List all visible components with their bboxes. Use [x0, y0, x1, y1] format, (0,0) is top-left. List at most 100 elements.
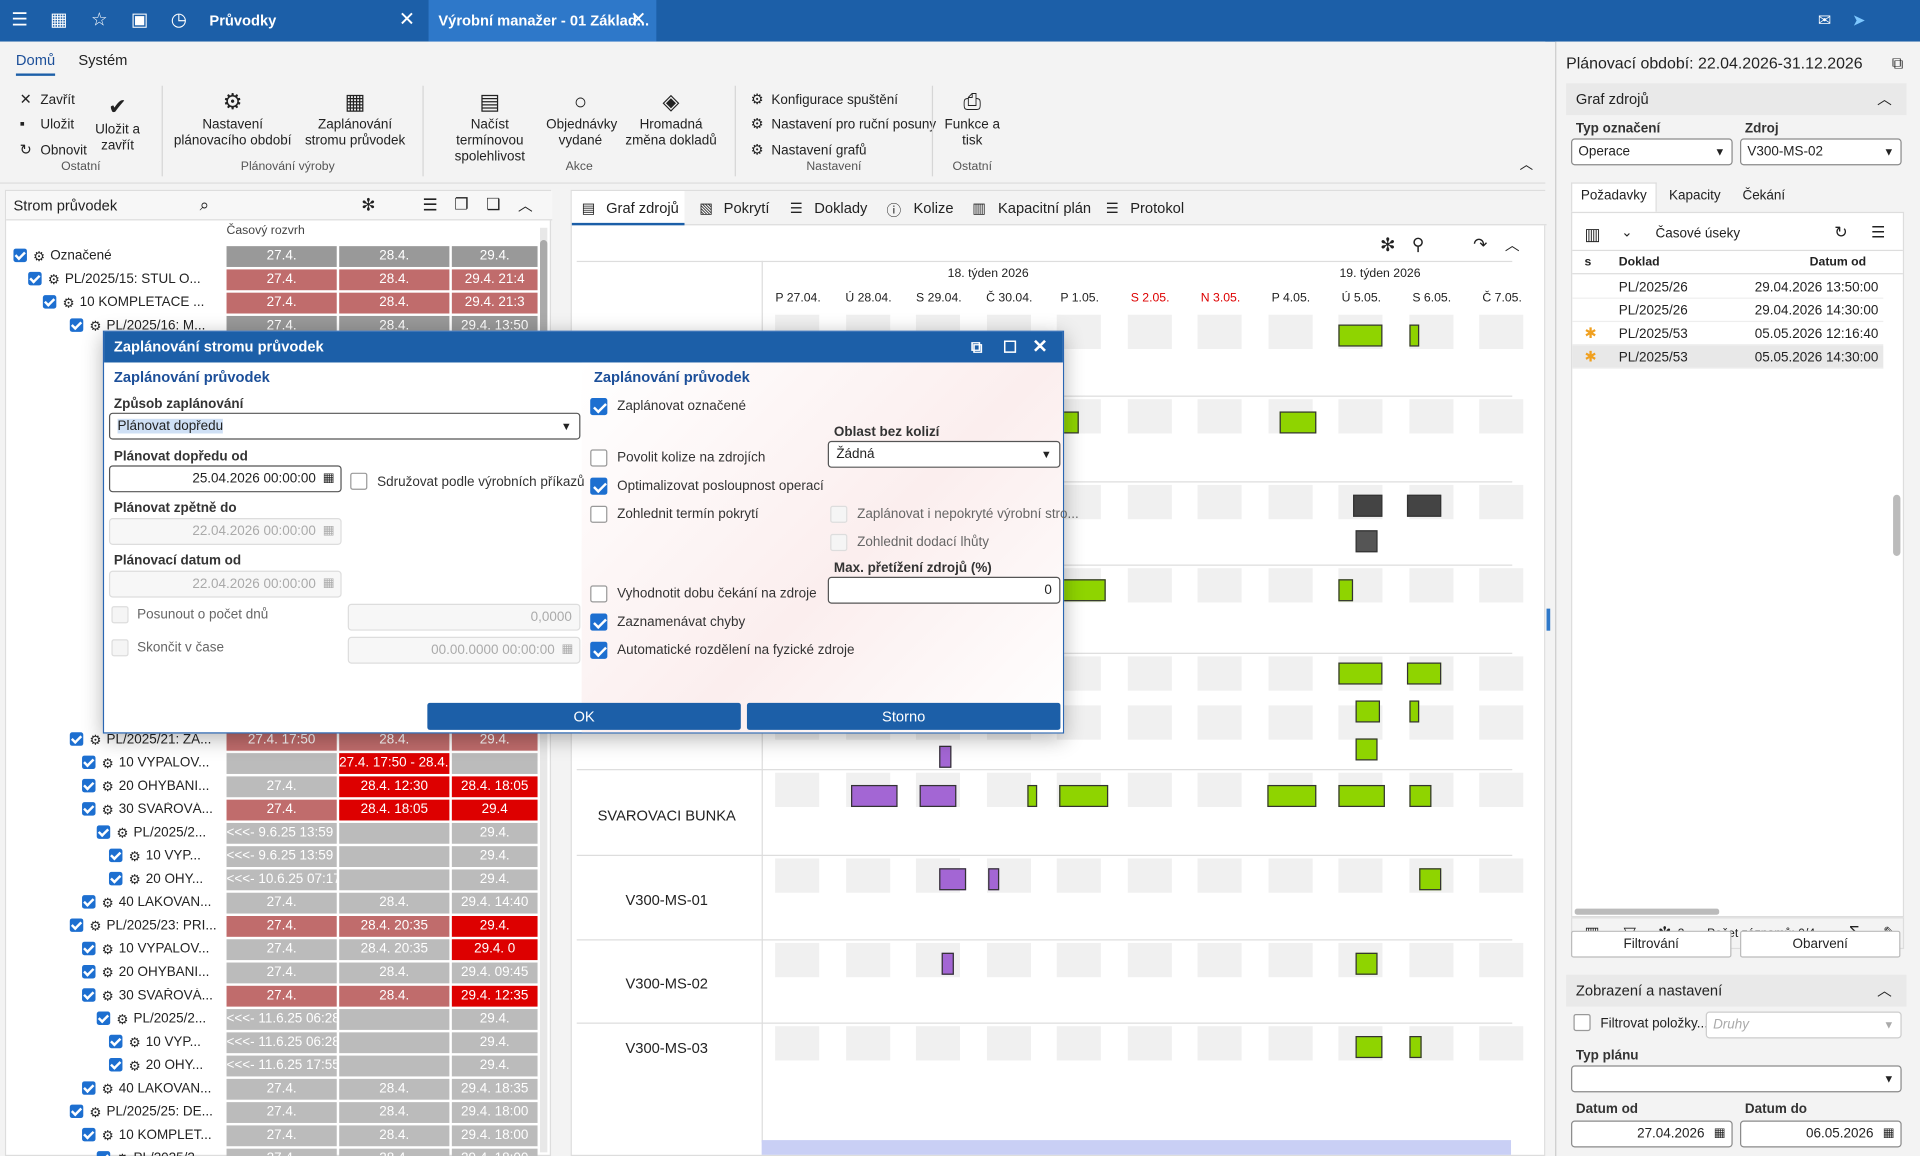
gantt-block[interactable] — [1338, 324, 1383, 347]
plan-uncovered-checkbox[interactable] — [830, 505, 848, 523]
chevron-up-icon[interactable]: ︿ — [517, 197, 533, 215]
ribbon-tab-system[interactable]: Systém — [78, 51, 128, 69]
evaluate-wait-checkbox[interactable] — [590, 585, 608, 603]
list-item[interactable]: ✱ PL/2025/53 05.05.2026 14:30:00 — [1572, 345, 1884, 369]
redo-icon[interactable]: ↷ — [1473, 233, 1488, 254]
copy-icon[interactable]: ❐ — [454, 194, 469, 214]
row-checkbox[interactable] — [82, 895, 96, 909]
end-time-checkbox[interactable] — [111, 639, 129, 657]
planning-period-button[interactable]: ⚙ Nastavení plánovacího období — [169, 88, 296, 149]
gantt-block[interactable] — [1406, 494, 1442, 517]
tree-row[interactable]: ⚙PL/2025/2... <<<- 9.6.25 13:59 - 10.6.25… — [6, 822, 545, 845]
end-time-field[interactable]: 00.00.0000 00:00:00 ▦ — [347, 636, 581, 664]
gantt-block[interactable] — [1338, 662, 1383, 685]
kinds-select[interactable]: Druhy ▼ — [1705, 1011, 1902, 1039]
chevron-up-icon[interactable]: ︿ — [1877, 90, 1892, 108]
list-item[interactable]: PL/2025/26 29.04.2026 13:50:00 — [1572, 276, 1884, 299]
cancel-button[interactable]: Storno — [746, 702, 1061, 730]
tab-label[interactable]: Graf zdrojů — [606, 199, 679, 217]
row-checkbox[interactable] — [42, 295, 57, 309]
tree-row[interactable]: ⚙ PL/2025/25: DE... 27.4. 28.4. 29.4. 18:00 — [6, 1101, 545, 1124]
tab-doklady[interactable]: Doklady — [814, 199, 868, 217]
group-orders-checkbox[interactable] — [350, 472, 368, 490]
tree-row[interactable]: ⚙ PL/2025/2... 27.4.28.4.29.4. 18:00 — [6, 1147, 545, 1156]
row-checkbox[interactable] — [69, 918, 84, 932]
pin-icon[interactable]: ➤ — [1852, 11, 1866, 30]
row-checkbox[interactable] — [82, 988, 96, 1002]
save-button[interactable]: ▪ Uložit — [20, 115, 75, 132]
tab-cekani[interactable]: Čekání — [1742, 188, 1786, 204]
tab-vyrobni-manazer[interactable]: Výrobní manažer - 01 Základ... ✕ — [428, 0, 657, 42]
tree-row[interactable]: ⚙ Označené 27.4. 28.4. 29.4. — [6, 245, 545, 268]
plan-marked-checkbox[interactable] — [590, 397, 608, 416]
gantt-block[interactable] — [1338, 784, 1385, 808]
tab-kapacitni-plan[interactable]: Kapacitní plán — [997, 199, 1092, 217]
print-button[interactable]: ⎙ Funkce a tisk — [940, 88, 1004, 149]
allow-collisions-checkbox[interactable] — [590, 449, 608, 467]
gantt-block[interactable] — [1409, 1036, 1422, 1059]
chevron-up-icon[interactable]: ︿ — [1519, 157, 1534, 173]
optimize-sequence-checkbox[interactable] — [590, 477, 608, 495]
restore-icon[interactable]: ⧉ — [971, 337, 983, 357]
snowflake-icon[interactable]: ✻ — [361, 194, 376, 215]
gantt-block[interactable] — [1355, 738, 1378, 761]
tree-row[interactable]: ⚙ 30 SVAŘOVÁ... 27.4. 28.4. 29.4. 12:35 — [6, 985, 545, 1008]
chevron-down-icon[interactable]: ⌄ — [1621, 225, 1633, 241]
row-checkbox[interactable] — [82, 755, 96, 770]
list-item[interactable]: PL/2025/26 29.04.2026 14:30:00 — [1572, 299, 1884, 323]
close-button[interactable]: ✕ Zavřít — [20, 91, 75, 108]
filter-items-checkbox[interactable] — [1573, 1013, 1591, 1032]
orders-issued-button[interactable]: ○ Objednávky vydané — [546, 88, 617, 149]
splitter-handle[interactable] — [1546, 608, 1551, 631]
gantt-block[interactable] — [1409, 784, 1432, 808]
tree-row[interactable]: ⚙ 40 LAKOVAN... 27.4. 28.4. 29.4. 18:35 — [6, 1078, 545, 1101]
search-icon[interactable]: ⌕ — [199, 194, 210, 215]
row-checkbox[interactable] — [82, 941, 96, 956]
gantt-block[interactable] — [1409, 324, 1420, 347]
method-select[interactable]: Plánovat dopředu ▼ — [108, 412, 581, 440]
chart-settings-button[interactable]: ⚙ Nastavení grafů — [751, 141, 867, 158]
row-checkbox[interactable] — [108, 848, 123, 863]
row-checkbox[interactable] — [108, 871, 123, 886]
row-checkbox[interactable] — [28, 271, 42, 286]
row-checkbox[interactable] — [108, 1034, 123, 1049]
tree-row[interactable]: ⚙ 20 OHY... <<<- 11.6.25 17:55 - 11.6.25 2… — [6, 1054, 545, 1077]
backward-date-field[interactable]: 22.04.2026 00:00:00 ▦ — [108, 518, 342, 545]
gantt-block[interactable] — [1355, 1036, 1383, 1059]
chevron-up-icon[interactable]: ︿ — [1504, 236, 1520, 254]
row-checkbox[interactable] — [69, 318, 84, 332]
pin-icon[interactable]: ⚲ — [1411, 233, 1425, 254]
row-checkbox[interactable] — [82, 964, 96, 979]
gantt-block[interactable] — [1419, 868, 1442, 891]
tree-row[interactable]: ⚙ 10 KOMPLET... 27.4. 28.4. 29.4. 18:00 — [6, 1124, 545, 1147]
gantt-block[interactable] — [851, 784, 898, 808]
config-run-button[interactable]: ⚙ Konfigurace spuštění — [751, 91, 898, 108]
close-icon[interactable]: ✕ — [398, 9, 416, 31]
tab-protokol[interactable]: Protokol — [1130, 199, 1185, 217]
section-zobrazeni[interactable] — [1566, 974, 1907, 1007]
gantt-block[interactable] — [1355, 952, 1378, 975]
tree-row[interactable]: ⚙ 10 VYPALOV... 27.4. 28.4. 20:35 29.4. 0 — [6, 938, 545, 961]
chevron-up-icon[interactable]: ︿ — [1877, 982, 1892, 1000]
gantt-block[interactable] — [1355, 700, 1381, 723]
gantt-block[interactable] — [988, 868, 1000, 891]
close-icon[interactable]: ✕ — [1032, 336, 1048, 358]
row-checkbox[interactable] — [108, 1058, 123, 1072]
gantt-block[interactable] — [1338, 579, 1354, 602]
scrollbar[interactable] — [1893, 494, 1901, 556]
row-checkbox[interactable] — [96, 825, 111, 839]
gantt-block[interactable] — [1279, 411, 1317, 434]
row-checkbox[interactable] — [96, 1151, 111, 1156]
notification-icon[interactable]: ✉ — [1817, 11, 1832, 30]
tree-row[interactable]: ⚙ 10 VYP... <<<- 11.6.25 06:28 - 11.6.25 0… — [6, 1031, 545, 1054]
auto-split-checkbox[interactable] — [590, 641, 608, 659]
gantt-block[interactable] — [1406, 662, 1442, 685]
tab-kolize[interactable]: Kolize — [913, 199, 954, 217]
date-from-field[interactable]: 27.04.2026 ▦ — [1571, 1120, 1733, 1148]
color-button[interactable]: Obarvení — [1740, 930, 1901, 958]
tree-row[interactable]: ⚙ 40 LAKOVAN... 27.4. 28.4. 29.4. 14:40 — [6, 892, 545, 915]
plan-date-field[interactable]: 22.04.2026 00:00:00 ▦ — [108, 570, 342, 598]
tree-row[interactable]: ⚙ PL/2025/23: PRI... 27.4. 28.4. 20:35 29.4. — [6, 915, 545, 938]
gantt-block[interactable] — [1059, 579, 1106, 602]
ribbon-tab-home[interactable]: Domů — [15, 51, 56, 76]
